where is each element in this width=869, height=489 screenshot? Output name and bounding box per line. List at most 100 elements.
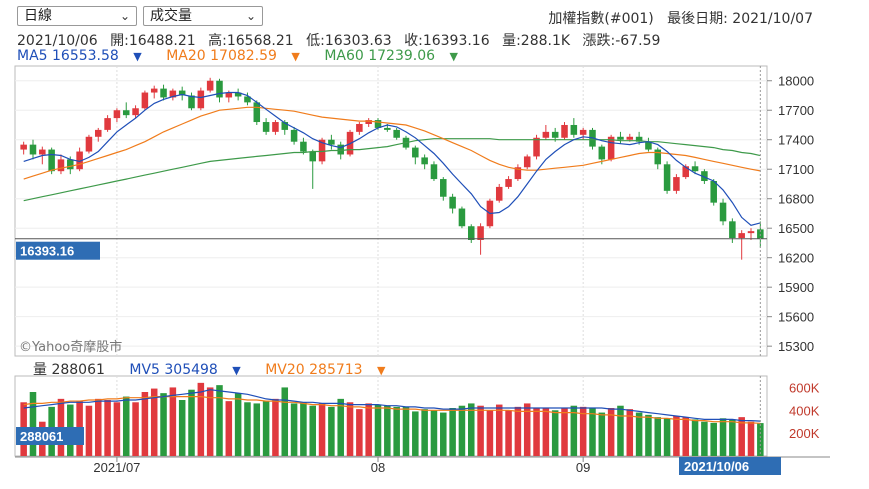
volume-bar [673,416,680,456]
volume-bar [318,403,326,456]
volume-bar [570,405,578,456]
volume-bar [94,398,102,456]
volume-bar [29,392,37,456]
candle-body [421,157,428,165]
volume-bar [160,393,167,456]
volume-bar [458,405,466,456]
candle-body [76,151,83,170]
volume-bar [701,421,708,456]
volume-bar [514,406,522,456]
candle-body [178,90,186,96]
y-tick-label: 16800 [778,192,814,207]
mv5-legend[interactable]: MV5 305498 ▼ [129,362,250,378]
candle-body [514,167,522,180]
volume-bar [486,410,494,456]
volume-bar [272,398,279,456]
candle-body [505,179,512,187]
candle-body [197,90,205,109]
price-marker-box [16,241,100,260]
y-tick-label: 16200 [778,251,814,266]
volume-bar [104,400,111,456]
triangle-down-icon: ▼ [449,50,458,63]
volume-bar [132,402,139,456]
volume-bar [579,406,587,456]
candle-body [570,124,578,135]
mv20-line [23,396,761,424]
last-date-label: 最後日期: [667,11,728,27]
volume-bar [300,402,307,456]
candle-body [626,136,634,140]
volume-bar [253,403,261,456]
index-name: 加權指數(#001) [548,11,654,27]
candle-body [328,139,335,145]
candle-body [710,181,717,203]
mv20-legend[interactable]: MV20 285713 ▼ [265,362,395,378]
candle-body [635,136,643,142]
candle-body [20,144,27,150]
candle-body [561,124,568,138]
ohlc-close: 收:16393.16 [404,33,490,49]
indicator-select-value: 成交量 [150,8,192,24]
y-tick-label: 15900 [778,280,814,295]
vol-y-tick-label: 600K [789,380,820,395]
y-tick-label: 18000 [778,74,814,89]
ma20-legend[interactable]: MA20 17082.59 ▼ [166,48,310,64]
volume-bar [663,418,671,456]
triangle-down-icon: ▼ [133,50,142,63]
volume-bar [290,403,298,456]
candle-body [393,129,400,138]
candle-body [440,179,447,197]
triangle-down-icon: ▼ [291,50,300,63]
candle-body [412,147,419,158]
candle-body [290,129,298,142]
volume-legend: 量 288061 MV5 305498 ▼ MV20 285713 ▼ [33,359,406,379]
ohlc-date: 2021/10/06 [17,33,98,49]
candle-body [356,124,363,132]
indicator-select[interactable]: 成交量 ⌄ [143,6,263,26]
candle-body [691,166,699,172]
candle-body [598,146,606,160]
candle-body [39,149,46,155]
date-marker-label: 2021/10/06 [684,459,749,474]
volume-bar [374,404,382,456]
volume-bar [281,387,289,456]
candle-body [477,226,484,240]
price-panel-frame [14,65,768,357]
candle-body [160,88,167,98]
ma20-label: MA20 17082.59 [166,48,277,64]
volume-bar [635,412,643,456]
candle-body [67,159,74,170]
candle-body [430,164,438,180]
candle-body [701,171,708,182]
candle-body [104,118,111,130]
volume-bar [467,403,475,456]
candle-body [337,144,344,155]
mv5-line [23,389,761,422]
price-marker-label: 16393.16 [20,244,74,259]
ma60-line [23,138,761,202]
candle-body [244,96,251,103]
period-select[interactable]: 日線 ⌄ [17,6,137,26]
volume-bar [440,412,447,456]
candle-body [729,221,736,239]
mv5-label: MV5 305498 [129,362,218,378]
ma5-legend[interactable]: MA5 16553.58 ▼ [17,48,152,64]
candle-body [141,92,149,109]
candle-body [365,120,372,124]
ma5-line [23,91,761,226]
ma60-legend[interactable]: MA60 17239.06 ▼ [324,48,468,64]
candle-body [384,127,391,130]
volume-bar [188,389,195,456]
volume-bar [691,419,699,456]
mv20-label: MV20 285713 [265,362,363,378]
volume-bar [178,400,186,456]
volume-bar [757,423,764,456]
candle-body [645,141,652,150]
candle-body [57,159,65,172]
candle-body [253,102,261,123]
volume-bar [505,410,512,456]
candle-body [113,110,121,119]
chevron-down-icon: ⌄ [119,9,130,23]
volume-bar [551,410,559,456]
